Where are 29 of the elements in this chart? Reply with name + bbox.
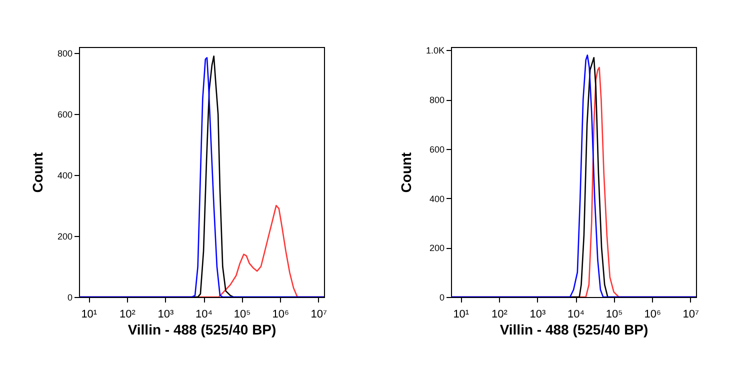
y-axis-title: Count [398,152,414,193]
x-tick-label: 10⁶ [644,308,661,320]
x-tick-label: 10⁷ [682,308,700,320]
y-tick-label: 200 [57,232,72,242]
y-tick-label: 1.0K [426,46,444,56]
x-axis-title: Villin - 488 (525/40 BP) [128,322,276,338]
x-tick-label: 10² [491,308,508,320]
x-tick-label: 10⁴ [568,308,585,320]
y-tick-label: 400 [57,170,72,181]
y-tick-label: 200 [429,243,444,254]
y-tick-label: 600 [429,144,444,154]
y-tick-label: 0 [67,292,72,302]
x-tick-label: 10³ [530,308,546,320]
x-tick-label: 10¹ [81,308,98,320]
y-tick-label: 800 [57,48,72,59]
x-tick-label: 10⁶ [272,308,289,320]
x-tick-label: 10³ [158,308,174,320]
y-tick-label: 600 [57,110,72,120]
y-tick-label: 800 [429,95,444,106]
x-tick-label: 10² [119,308,136,320]
x-tick-label: 10⁵ [606,308,623,320]
y-tick-label: 0 [439,292,444,302]
x-axis-title: Villin - 488 (525/40 BP) [500,322,648,338]
y-axis-title: Count [29,152,46,193]
y-tick-label: 400 [429,194,444,204]
x-tick-label: 10⁴ [196,308,213,320]
x-tick-label: 10¹ [453,308,470,320]
x-tick-label: 10⁵ [234,308,251,320]
x-tick-label: 10⁷ [310,308,328,320]
